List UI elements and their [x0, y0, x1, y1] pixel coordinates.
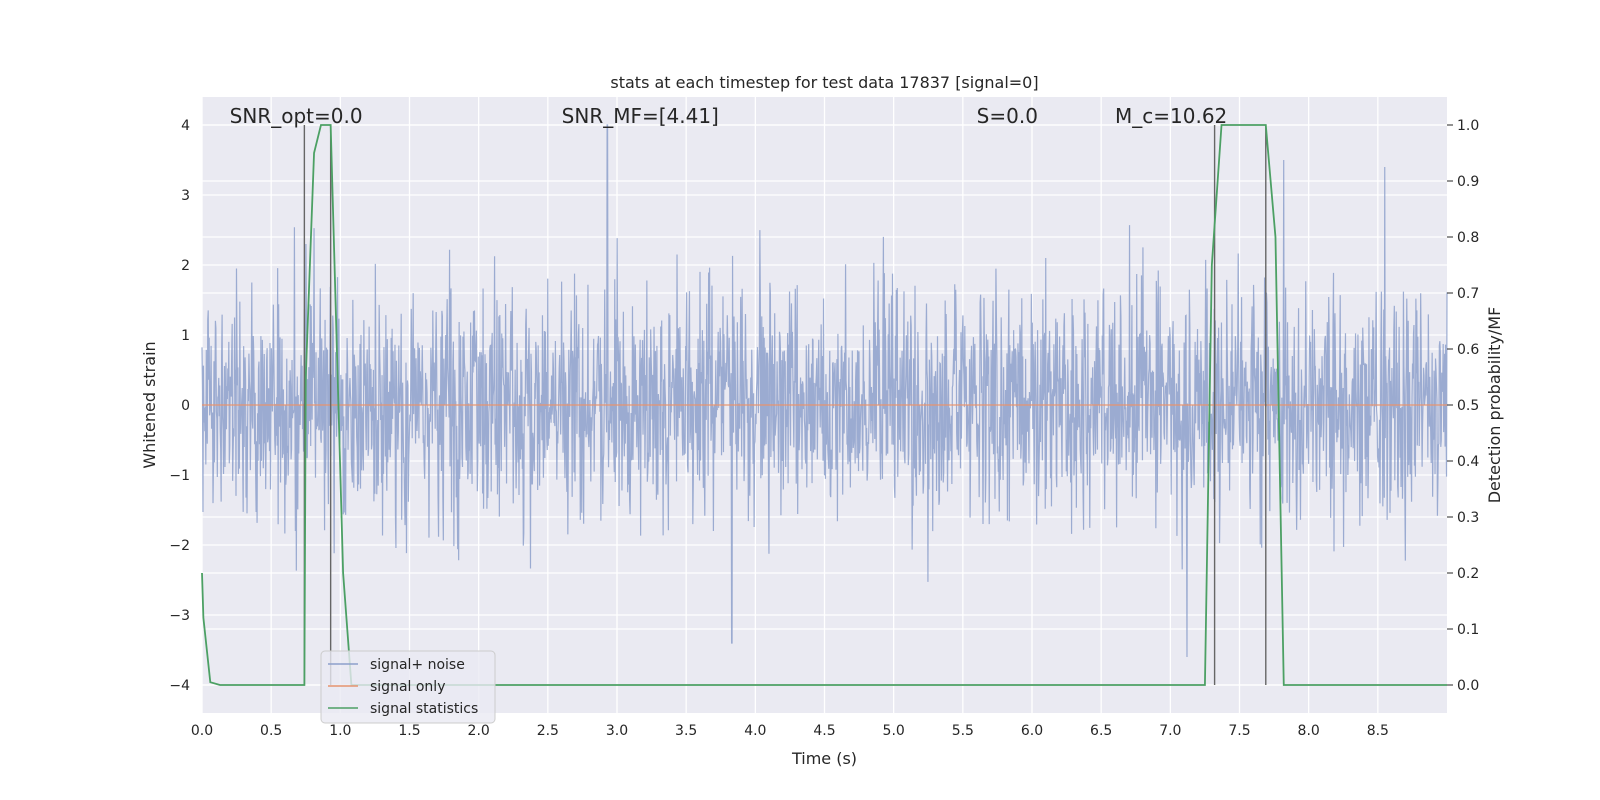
x-tick-label: 2.5: [537, 723, 559, 739]
y2-tick-label: 0.2: [1457, 566, 1479, 582]
stats-series: [201, 124, 1447, 686]
x-tick-label: 4.0: [744, 723, 766, 739]
annotation-3: M_c=10.62: [1115, 104, 1227, 128]
annotation-1: SNR_MF=[4.41]: [562, 104, 719, 128]
series-signal-noise-line: [201, 124, 1448, 658]
x-tick-label: 8.0: [1298, 723, 1320, 739]
y-tick-label: 4: [181, 118, 190, 134]
x-tick-label: 5.0: [883, 723, 905, 739]
y-axis-label: Whitened strain: [140, 341, 159, 468]
x-ticks: 0.0 0.5 1.0 1.5 2.0 2.5 3.0 3.5 4.0 4.5 5.0 5.5 6.0 6…: [191, 723, 1389, 739]
annotation-2: S=0.0: [977, 104, 1038, 128]
x-tick-label: 7.0: [1159, 723, 1181, 739]
x-tick-label: 5.5: [952, 723, 974, 739]
x-tick-label: 4.5: [813, 723, 835, 739]
y2-axis-label: Detection probability/MF: [1485, 307, 1504, 504]
series-signal-statistics-line: [201, 124, 1447, 686]
legend-label-signal: signal only: [370, 679, 445, 695]
legend-box: [320, 650, 496, 724]
x-tick-label: 8.5: [1367, 723, 1389, 739]
x-tick-label: 2.0: [468, 723, 490, 739]
y2-tick-label: 0.0: [1457, 678, 1479, 694]
y2-tick-label: 0.1: [1457, 622, 1479, 638]
y2-tick-label: 0.3: [1457, 510, 1479, 526]
y-tick-label: 3: [181, 188, 190, 204]
y-ticks: 4 3 2 1 0 −1 −2 −3 −4: [169, 118, 190, 694]
y2-tick-label: 0.9: [1457, 174, 1479, 190]
y2-tick-label: 0.5: [1457, 398, 1479, 414]
x-tick-label: 3.0: [606, 723, 628, 739]
y-tick-label: −3: [169, 608, 190, 624]
legend-label-stats: signal statistics: [370, 701, 478, 717]
y-tick-label: −4: [169, 678, 190, 694]
y2-tick-label: 0.6: [1457, 342, 1479, 358]
annotations: SNR_opt=0.0 SNR_MF=[4.41] S=0.0 M_c=10.62: [230, 104, 1228, 128]
x-tick-label: 0.0: [191, 723, 213, 739]
noise-series: [201, 124, 1448, 658]
y2-ticks: 1.0 0.9 0.8 0.7 0.6 0.5 0.4 0.3 0.2 0.1 0.0: [1447, 118, 1479, 694]
x-tick-label: 6.0: [1021, 723, 1043, 739]
y-tick-label: 1: [181, 328, 190, 344]
x-tick-label: 1.5: [398, 723, 420, 739]
legend-label-noise: signal+ noise: [370, 657, 465, 673]
y-tick-label: 2: [181, 258, 190, 274]
y2-tick-label: 1.0: [1457, 118, 1479, 134]
annotation-0: SNR_opt=0.0: [230, 104, 363, 128]
y2-tick-label: 0.8: [1457, 230, 1479, 246]
y-tick-label: 0: [181, 398, 190, 414]
x-axis-label: Time (s): [791, 749, 857, 768]
legend: signal+ noise signal only signal statist…: [320, 650, 496, 724]
y-tick-label: −1: [169, 468, 190, 484]
y-tick-label: −2: [169, 538, 190, 554]
y2-tick-label: 0.7: [1457, 286, 1479, 302]
x-tick-label: 1.0: [329, 723, 351, 739]
x-tick-label: 7.5: [1228, 723, 1250, 739]
chart-title: stats at each timestep for test data 178…: [610, 73, 1038, 92]
x-tick-label: 6.5: [1090, 723, 1112, 739]
y2-tick-label: 0.4: [1457, 454, 1479, 470]
x-tick-label: 0.5: [260, 723, 282, 739]
x-tick-label: 3.5: [675, 723, 697, 739]
